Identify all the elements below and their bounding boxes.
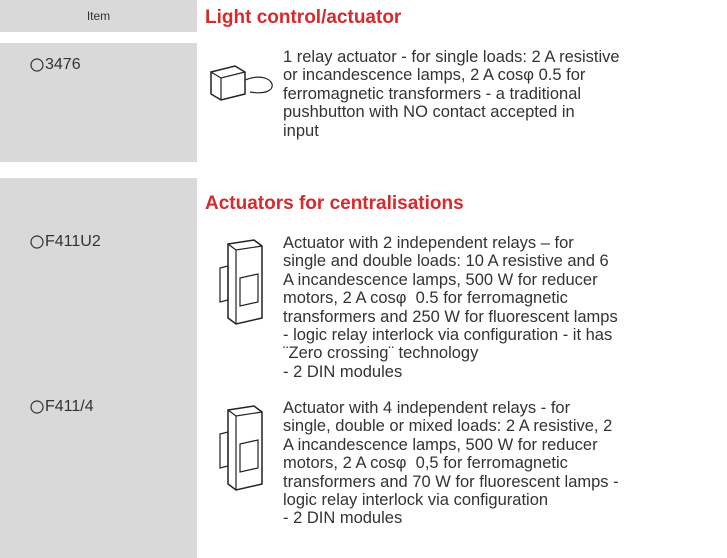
description-line: A incandescence lamps, 500 W for reducer bbox=[283, 435, 598, 454]
description: Actuator with 2 independent relays – for… bbox=[283, 234, 618, 381]
header-cell bbox=[0, 0, 197, 32]
description-line: motors, 2 A cosφ 0.5 for ferromagnetic bbox=[283, 289, 568, 308]
description-line: Actuator with 2 independent relays – for bbox=[283, 234, 574, 252]
item-code: F411U2 bbox=[45, 233, 101, 250]
description-line: transformers and 70 W for fluorescent la… bbox=[283, 472, 619, 491]
section-title: Actuators for centralisations bbox=[205, 193, 464, 214]
description-line: or incandescence lamps, 2 A cosφ 0.5 for bbox=[283, 66, 586, 85]
checkbox[interactable] bbox=[30, 399, 46, 415]
description: 1 relay actuator - for single loads: 2 A… bbox=[283, 48, 620, 140]
product-image bbox=[219, 239, 263, 325]
description-line: Actuator with 4 independent relays - for bbox=[283, 399, 571, 417]
checkbox[interactable] bbox=[30, 234, 46, 250]
description-line: transformers and 250 W for fluorescent l… bbox=[283, 307, 618, 326]
item-cell bbox=[0, 178, 197, 558]
description-line: pushbutton with NO contact accepted in bbox=[283, 103, 575, 122]
description-line: single, double or mixed loads: 2 A resis… bbox=[283, 417, 613, 436]
section-title: Light control/actuator bbox=[205, 7, 402, 28]
description-line: 1 relay actuator - for single loads: 2 A… bbox=[283, 48, 620, 66]
description-line: logic relay interlock via configuration bbox=[283, 491, 549, 510]
item-code: 3476 bbox=[45, 56, 81, 73]
description-line: single and double loads: 10 A resistive … bbox=[283, 252, 609, 271]
product-image bbox=[219, 405, 263, 491]
description: Actuator with 4 independent relays - for… bbox=[283, 399, 619, 528]
item-cell bbox=[0, 43, 197, 162]
description-line: A incandescence lamps, 500 W for reducer bbox=[283, 270, 598, 289]
item-code: F411/4 bbox=[45, 398, 94, 415]
product-image bbox=[210, 65, 273, 101]
description-line: - logic relay interlock via configuratio… bbox=[283, 326, 613, 345]
description-line: - 2 DIN modules bbox=[283, 362, 403, 381]
description-line: motors, 2 A cosφ 0,5 for ferromagnetic bbox=[283, 454, 568, 473]
description-line: - 2 DIN modules bbox=[283, 509, 403, 528]
item-label: Item bbox=[86, 9, 111, 23]
description-line: ¨Zero crossing¨ technology bbox=[283, 344, 479, 363]
checkbox[interactable] bbox=[30, 57, 46, 73]
description-line: input bbox=[283, 121, 319, 140]
description-line: ferromagnetic transformers - a tradition… bbox=[283, 84, 582, 103]
